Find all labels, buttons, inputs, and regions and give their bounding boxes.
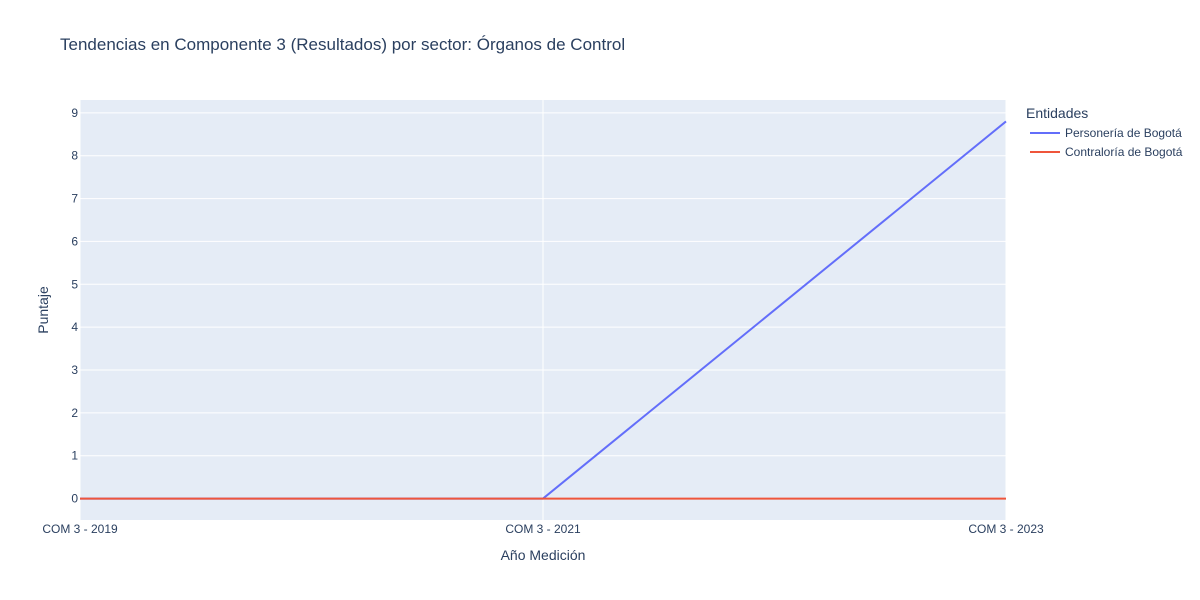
legend-label: Personería de Bogotá — [1065, 126, 1182, 140]
legend[interactable]: Entidades Personería de Bogotá Contralorí… — [1026, 105, 1183, 159]
y-tick-labels: 0 1 2 3 4 5 6 7 8 9 — [71, 106, 78, 506]
legend-items[interactable]: Personería de Bogotá Contraloría de Bogot… — [1030, 126, 1183, 159]
chart-title: Tendencias en Componente 3 (Resultados) … — [60, 35, 625, 54]
x-axis-title: Año Medición — [501, 547, 586, 563]
legend-item[interactable]: Contraloría de Bogotá — [1030, 145, 1183, 159]
y-tick-label: 9 — [71, 106, 78, 120]
y-tick-label: 8 — [71, 149, 78, 163]
legend-item[interactable]: Personería de Bogotá — [1030, 126, 1182, 140]
x-tick-labels: COM 3 - 2019 COM 3 - 2021 COM 3 - 2023 — [42, 522, 1044, 536]
x-tick-label: COM 3 - 2023 — [968, 522, 1044, 536]
series-lines — [80, 120, 1007, 500]
y-tick-label: 0 — [71, 492, 78, 506]
y-tick-label: 1 — [71, 449, 78, 463]
gridlines — [79, 100, 1007, 520]
y-tick-label: 6 — [71, 234, 78, 248]
y-tick-label: 7 — [71, 192, 78, 206]
y-tick-label: 2 — [71, 406, 78, 420]
x-tick-label: COM 3 - 2019 — [42, 522, 118, 536]
y-tick-label: 4 — [71, 320, 78, 334]
legend-label: Contraloría de Bogotá — [1065, 145, 1183, 159]
y-tick-label: 3 — [71, 363, 78, 377]
x-tick-label: COM 3 - 2021 — [505, 522, 581, 536]
y-axis-title: Puntaje — [35, 286, 51, 334]
legend-title: Entidades — [1026, 105, 1088, 121]
y-tick-label: 5 — [71, 277, 78, 291]
